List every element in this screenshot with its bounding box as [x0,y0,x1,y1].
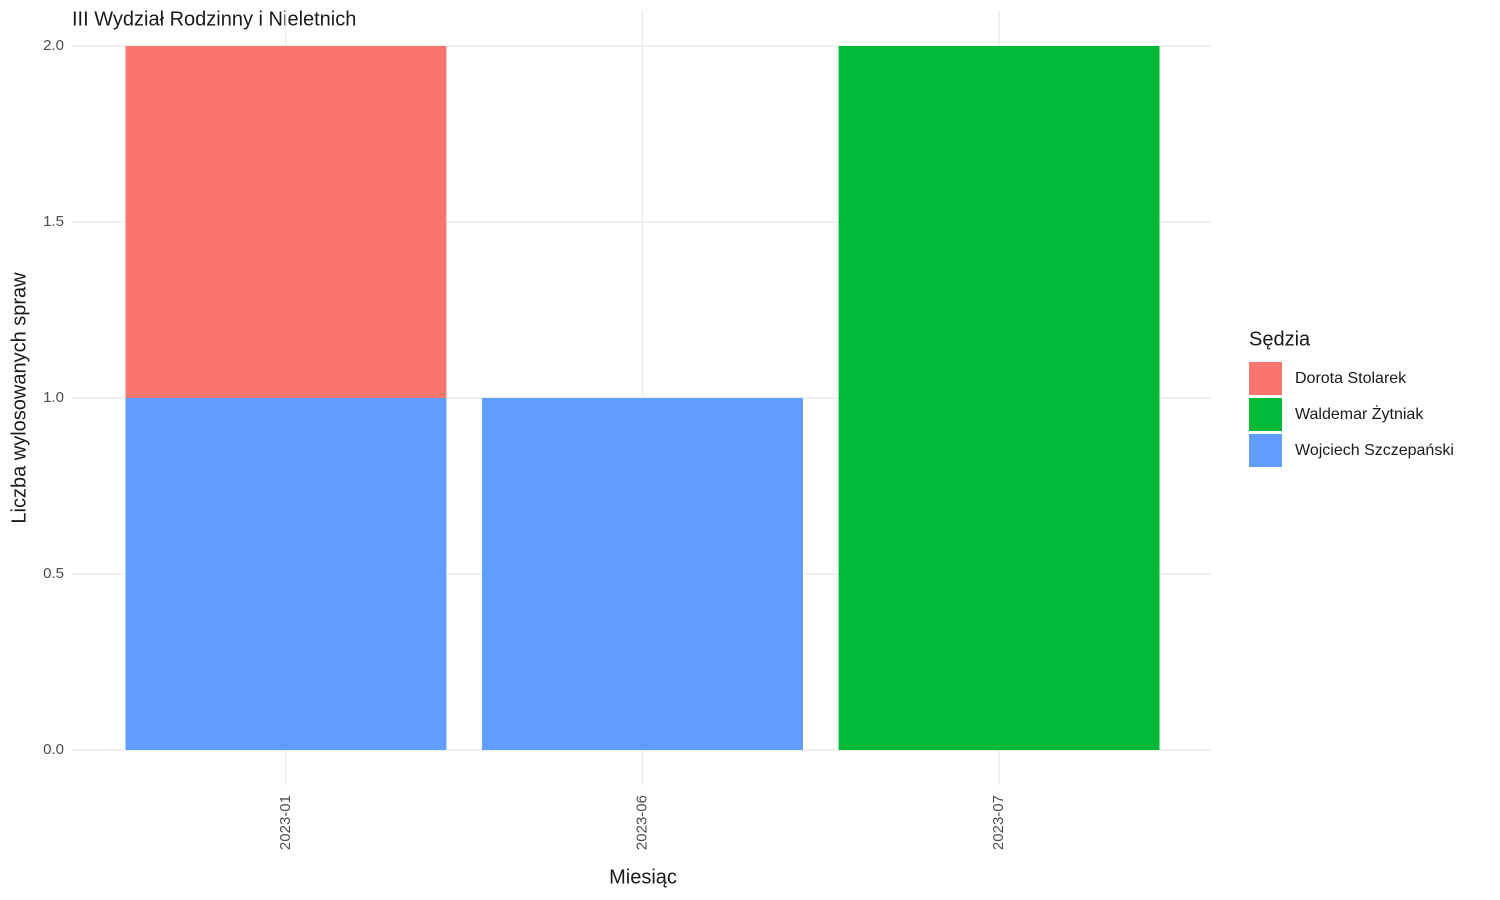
legend-title: Sędzia [1249,328,1311,350]
legend-label: Wojciech Szczepański [1295,442,1454,459]
legend-key [1249,362,1282,395]
x-axis-title: Miesiąc [609,866,677,888]
legend-key [1249,434,1282,467]
bar-segment [125,46,447,398]
y-tick-label: 2.0 [43,37,64,54]
y-axis-title: Liczba wylosowanych spraw [8,272,30,524]
y-tick-label: 1.5 [43,213,64,230]
y-tick-label: 1.0 [43,389,64,406]
y-tick-label: 0.0 [43,741,64,758]
chart-title: III Wydział Rodzinny i Nieletnich [72,8,356,30]
bar-segment [838,46,1160,750]
bar-segment [125,398,447,750]
x-tick-label: 2023-07 [990,795,1007,850]
x-tick-label: 2023-06 [633,795,650,850]
legend-label: Waldemar Żytniak [1295,404,1424,423]
x-tick-label: 2023-01 [277,795,294,850]
legend-label: Dorota Stolarek [1295,370,1407,387]
y-tick-label: 0.5 [43,565,64,582]
legend-key [1249,398,1282,431]
bar-segment [482,398,803,750]
